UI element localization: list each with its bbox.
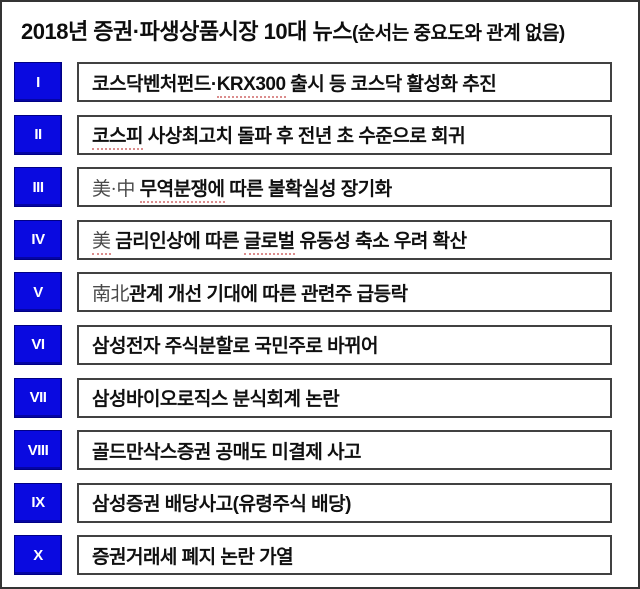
news-text-box: 南北관계 개선 기대에 따른 관련주 급등락	[77, 272, 612, 313]
news-row: IV 美 금리인상에 따른 글로벌 유동성 축소 우려 확산	[2, 219, 638, 260]
news-text-segment: 사상최고치 돌파 후 전년 초 수준으로 회귀	[142, 126, 466, 148]
news-text-segment: 무역분쟁에	[139, 178, 225, 203]
news-text-box: 삼성증권 배당사고(유령주식 배당)	[77, 482, 612, 523]
news-text-segment: 글로벌	[243, 231, 295, 256]
rank-badge: VII	[14, 377, 62, 418]
news-list: I 코스닥벤처펀드·KRX300 출시 등 코스닥 활성화 추진 II 코스피 …	[2, 62, 638, 587]
rank-numeral: I	[36, 73, 40, 91]
news-text: 南北관계 개선 기대에 따른 관련주 급등락	[92, 279, 408, 306]
news-text-segment: 따른 불확실성 장기화	[224, 178, 392, 200]
news-text-segment: 금리인상에 따른	[110, 231, 244, 253]
news-text-segment: 출시 등 코스닥 활성화 추진	[285, 73, 497, 95]
page-title-note: (순서는 중요도와 관계 없음)	[351, 23, 565, 44]
rank-badge: II	[14, 114, 62, 155]
rank-badge: IV	[14, 219, 62, 260]
news-text-segment: 삼성증권 배당사고(유령주식 배당)	[92, 494, 351, 516]
rank-badge: V	[14, 272, 62, 313]
news-text: 삼성전자 주식분할로 국민주로 바뀌어	[92, 331, 379, 358]
news-row: V 南北관계 개선 기대에 따른 관련주 급등락	[2, 272, 638, 313]
news-text-segment: 美·中	[92, 178, 135, 200]
news-text-box: 美 금리인상에 따른 글로벌 유동성 축소 우려 확산	[77, 219, 612, 260]
rank-numeral: V	[33, 283, 43, 301]
news-text-box: 코스닥벤처펀드·KRX300 출시 등 코스닥 활성화 추진	[77, 62, 612, 102]
news-text: 삼성바이오로직스 분식회계 논란	[92, 384, 340, 411]
news-text: 증권거래세 폐지 논란 가열	[92, 542, 294, 569]
news-text: 코스피 사상최고치 돌파 후 전년 초 수준으로 회귀	[92, 121, 466, 151]
page-title: 2018년 증권·파생상품시장 10대 뉴스(순서는 중요도와 관계 없음)	[21, 14, 565, 46]
rank-badge: IX	[14, 482, 62, 523]
news-text-segment	[135, 179, 140, 200]
news-text: 코스닥벤처펀드·KRX300 출시 등 코스닥 활성화 추진	[92, 69, 497, 98]
news-text-segment: KRX300	[216, 73, 286, 98]
rank-numeral: VII	[29, 389, 47, 407]
news-row: X 증권거래세 폐지 논란 가열	[2, 535, 638, 576]
news-text-segment: 코스닥벤처펀드·	[92, 73, 217, 95]
rank-numeral: IV	[31, 231, 45, 249]
rank-numeral: II	[34, 126, 42, 144]
news-row: II 코스피 사상최고치 돌파 후 전년 초 수준으로 회귀	[2, 114, 638, 155]
news-text-box: 골드만삭스증권 공매도 미결제 사고	[77, 430, 612, 471]
news-row: I 코스닥벤처펀드·KRX300 출시 등 코스닥 활성화 추진	[2, 62, 638, 102]
news-text-box: 美·中 무역분쟁에 따른 불확실성 장기화	[77, 167, 612, 208]
news-text-segment: 코스피	[92, 126, 143, 151]
news-text-segment: 관계 개선 기대에 따른 관련주 급등락	[129, 283, 408, 305]
news-row: VIII 골드만삭스증권 공매도 미결제 사고	[2, 430, 638, 471]
news-text: 美·中 무역분쟁에 따른 불확실성 장기화	[92, 174, 392, 203]
rank-numeral: VIII	[27, 441, 49, 459]
news-text-segment: 골드만삭스증권 공매도 미결제 사고	[92, 441, 362, 463]
news-text: 삼성증권 배당사고(유령주식 배당)	[92, 489, 351, 516]
news-text: 美 금리인상에 따른 글로벌 유동성 축소 우려 확산	[92, 226, 467, 256]
news-text-box: 증권거래세 폐지 논란 가열	[77, 535, 612, 576]
rank-numeral: III	[32, 178, 44, 196]
news-row: VI 삼성전자 주식분할로 국민주로 바뀌어	[2, 324, 638, 365]
rank-badge: VI	[14, 324, 62, 365]
news-text-segment: 삼성전자 주식분할로 국민주로 바뀌어	[92, 336, 379, 358]
rank-numeral: VI	[31, 336, 45, 354]
news-row: IX 삼성증권 배당사고(유령주식 배당)	[2, 482, 638, 523]
news-row: III 美·中 무역분쟁에 따른 불확실성 장기화	[2, 167, 638, 208]
news-row: VII 삼성바이오로직스 분식회계 논란	[2, 377, 638, 418]
rank-badge: III	[14, 167, 62, 208]
news-text-box: 코스피 사상최고치 돌파 후 전년 초 수준으로 회귀	[77, 114, 612, 155]
news-text: 골드만삭스증권 공매도 미결제 사고	[92, 437, 362, 464]
rank-numeral: X	[33, 546, 43, 564]
rank-badge: X	[14, 535, 62, 576]
news-text-segment: 美	[92, 231, 111, 256]
news-text-box: 삼성바이오로직스 분식회계 논란	[77, 377, 612, 418]
news-text-segment: 南北	[92, 283, 130, 305]
rank-badge: I	[14, 62, 62, 102]
page-title-main: 2018년 증권·파생상품시장 10대 뉴스	[21, 19, 352, 44]
rank-badge: VIII	[14, 430, 62, 471]
rank-numeral: IX	[31, 494, 45, 512]
news-text-segment: 유동성 축소 우려 확산	[294, 231, 467, 253]
news-text-box: 삼성전자 주식분할로 국민주로 바뀌어	[77, 324, 612, 365]
news-text-segment: 삼성바이오로직스 분식회계 논란	[92, 389, 340, 411]
news-text-segment: 증권거래세 폐지 논란 가열	[92, 546, 294, 568]
